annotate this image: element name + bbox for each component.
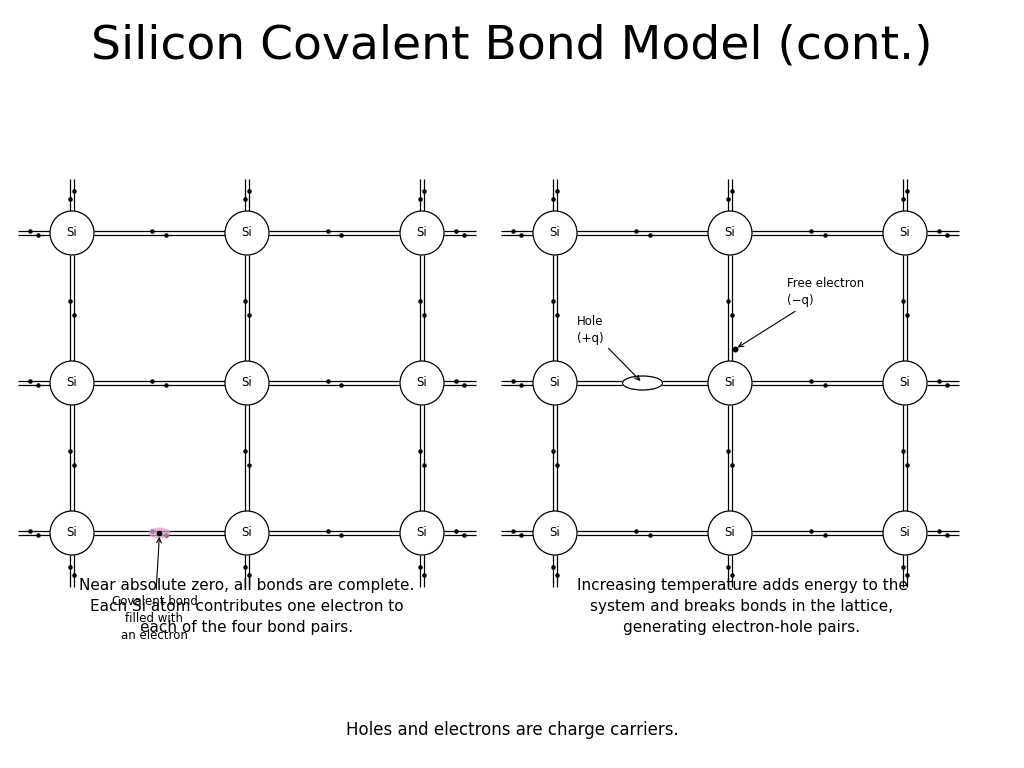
Circle shape — [400, 361, 444, 405]
Text: Si: Si — [67, 227, 78, 240]
Circle shape — [50, 511, 94, 555]
Circle shape — [225, 361, 269, 405]
Circle shape — [883, 211, 927, 255]
Circle shape — [883, 511, 927, 555]
Text: Near absolute zero, all bonds are complete.
Each Si atom contributes one electro: Near absolute zero, all bonds are comple… — [79, 578, 415, 635]
Text: Si: Si — [725, 527, 735, 539]
Text: Free electron
(−q): Free electron (−q) — [738, 277, 864, 347]
Text: Si: Si — [67, 376, 78, 389]
Text: Si: Si — [67, 527, 78, 539]
Circle shape — [50, 361, 94, 405]
Text: Silicon Covalent Bond Model (cont.): Silicon Covalent Bond Model (cont.) — [91, 24, 933, 68]
Circle shape — [400, 211, 444, 255]
Text: Si: Si — [900, 527, 910, 539]
Ellipse shape — [623, 376, 663, 390]
Text: Covalent bond
filled with
an electron: Covalent bond filled with an electron — [112, 538, 198, 642]
Text: Si: Si — [242, 527, 252, 539]
Circle shape — [708, 361, 752, 405]
Text: Holes and electrons are charge carriers.: Holes and electrons are charge carriers. — [346, 721, 678, 739]
Text: Hole
(+q): Hole (+q) — [578, 315, 640, 380]
Circle shape — [50, 211, 94, 255]
Text: Si: Si — [242, 376, 252, 389]
Text: Si: Si — [550, 227, 560, 240]
Text: Si: Si — [725, 227, 735, 240]
Text: Si: Si — [242, 227, 252, 240]
Ellipse shape — [622, 375, 664, 391]
Circle shape — [708, 211, 752, 255]
Ellipse shape — [148, 528, 171, 538]
Circle shape — [534, 361, 577, 405]
Text: Si: Si — [550, 527, 560, 539]
Circle shape — [225, 511, 269, 555]
Circle shape — [225, 211, 269, 255]
Text: Si: Si — [550, 376, 560, 389]
Circle shape — [534, 511, 577, 555]
Circle shape — [883, 361, 927, 405]
Text: Increasing temperature adds energy to the
system and breaks bonds in the lattice: Increasing temperature adds energy to th… — [577, 578, 907, 635]
Text: Si: Si — [725, 376, 735, 389]
Text: Si: Si — [417, 376, 427, 389]
Text: Si: Si — [900, 376, 910, 389]
Text: Si: Si — [900, 227, 910, 240]
Text: Si: Si — [417, 527, 427, 539]
Circle shape — [534, 211, 577, 255]
Circle shape — [400, 511, 444, 555]
Circle shape — [708, 511, 752, 555]
Text: Si: Si — [417, 227, 427, 240]
